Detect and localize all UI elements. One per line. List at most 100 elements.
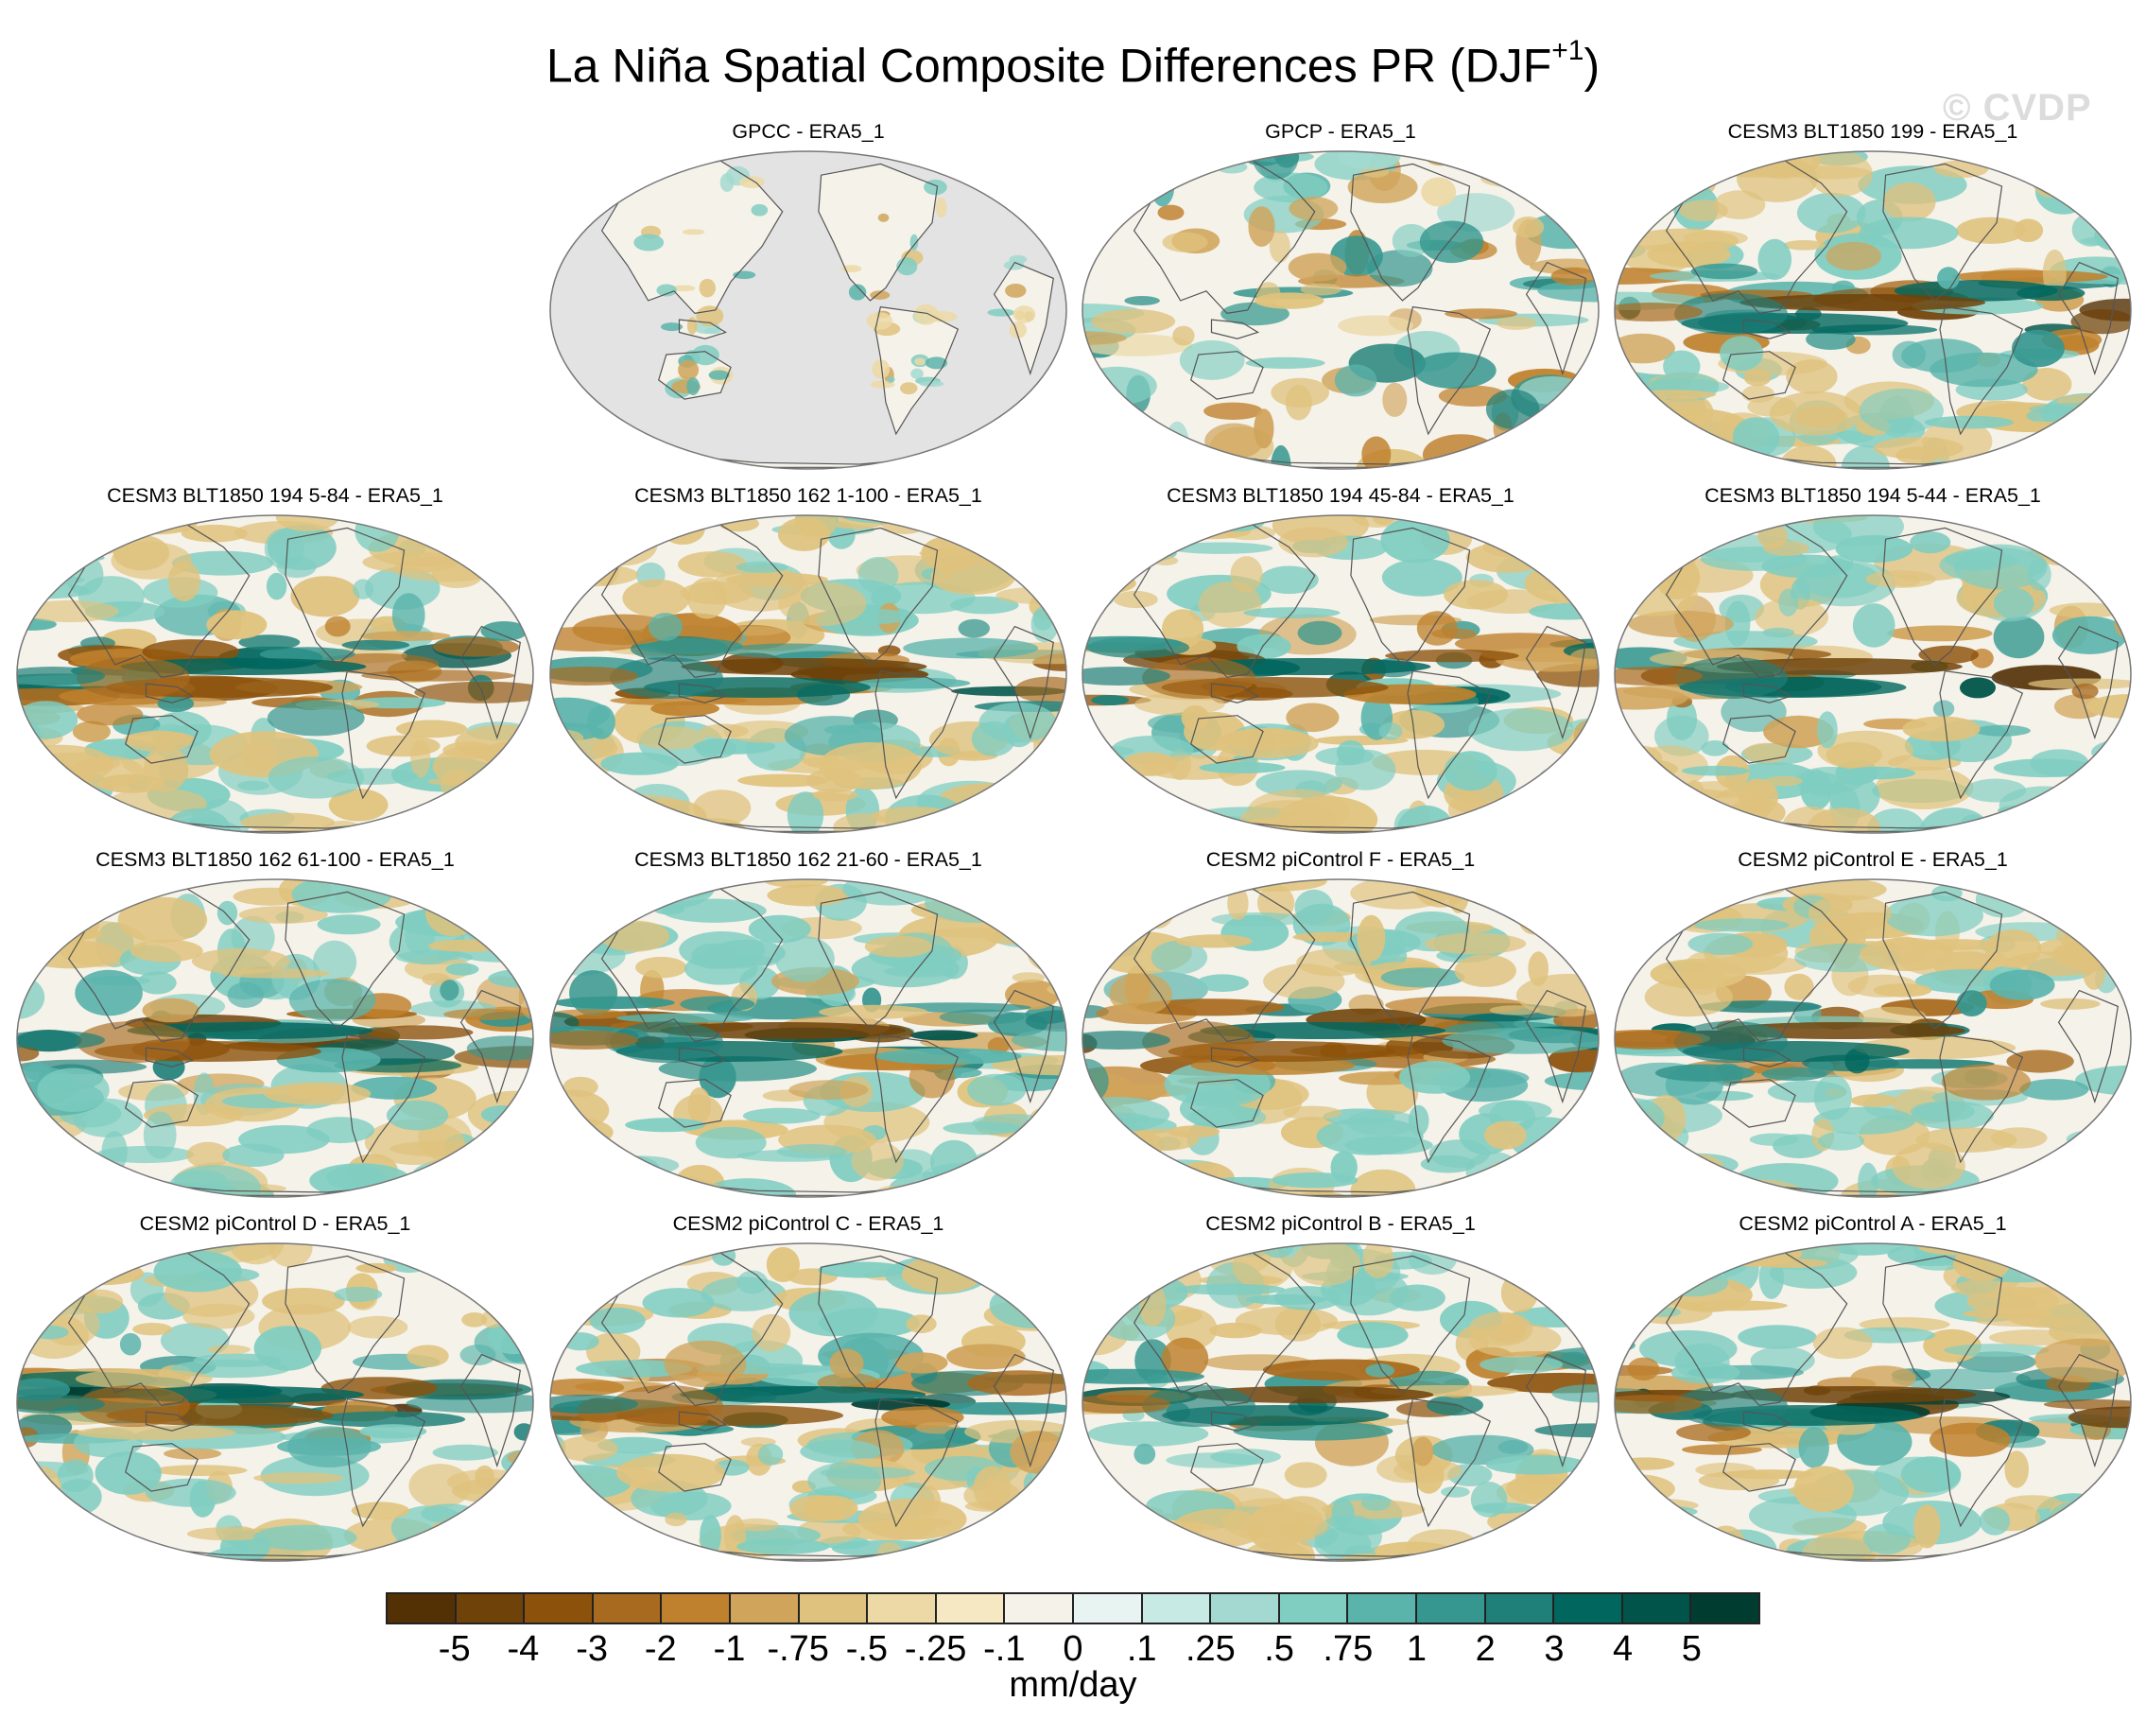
coastline-indonesia xyxy=(678,1411,728,1432)
colorbar-tick-label: -3 xyxy=(576,1629,608,1669)
coastline-samerica xyxy=(1939,1397,2024,1528)
coastline-samerica xyxy=(1939,1033,2024,1164)
globe-map xyxy=(16,1242,534,1562)
coastline-asia xyxy=(1133,886,1316,1043)
globe-map xyxy=(1614,878,2132,1198)
map-frame xyxy=(1082,514,1600,834)
panel-title: CESM2 piControl F - ERA5_1 xyxy=(1205,848,1476,871)
coastline-namerica xyxy=(285,1255,406,1394)
colorbar-tick-label: 2 xyxy=(1475,1629,1496,1669)
map-panel: GPCP - ERA5_1 xyxy=(1073,118,1608,477)
colorbar-tick-label: 3 xyxy=(1544,1629,1565,1669)
map-panel: CESM2 piControl C - ERA5_1 xyxy=(541,1210,1076,1570)
colorbar-swatch xyxy=(1005,1594,1074,1623)
coastline-asia xyxy=(600,886,784,1043)
colorbar-swatch xyxy=(868,1594,937,1623)
panel-title: CESM3 BLT1850 199 - ERA5_1 xyxy=(1727,120,2018,143)
map-frame xyxy=(1614,1242,2132,1562)
colorbar-swatch xyxy=(388,1594,457,1623)
coastline-australia xyxy=(1190,351,1264,400)
map-frame xyxy=(1082,1242,1600,1562)
colorbar-tick-label: -4 xyxy=(507,1629,540,1669)
coastline-australia xyxy=(125,1443,199,1492)
cvdp-watermark: © CVDP xyxy=(1943,87,2092,129)
coastline-australia xyxy=(658,1443,732,1492)
colorbar-swatch xyxy=(456,1594,526,1623)
coastline-africa xyxy=(459,625,521,740)
map-frame xyxy=(1082,878,1600,1198)
coastline-samerica xyxy=(341,1033,426,1164)
coastline-africa xyxy=(459,989,521,1104)
map-panel: GPCC - ERA5_1 xyxy=(541,118,1076,477)
colorbar-tick-label: -2 xyxy=(644,1629,677,1669)
coastline-indonesia xyxy=(145,1411,195,1432)
colorbar-swatch xyxy=(799,1594,869,1623)
equatorial-band-north xyxy=(681,658,927,675)
coastline-africa xyxy=(2057,989,2119,1104)
coastline-indonesia xyxy=(1742,1047,1792,1068)
panel-title: CESM3 BLT1850 162 21-60 - ERA5_1 xyxy=(634,848,982,871)
coastline-samerica xyxy=(341,1397,426,1528)
coastline-indonesia xyxy=(1210,319,1260,339)
coastline-samerica xyxy=(1407,1033,1492,1164)
colorbar-tick-label: .5 xyxy=(1264,1629,1294,1669)
panel-title: CESM3 BLT1850 162 61-100 - ERA5_1 xyxy=(95,848,455,871)
coastline-samerica xyxy=(874,669,960,800)
coastline-namerica xyxy=(1350,527,1471,666)
colorbar-units: mm/day xyxy=(1009,1665,1137,1705)
coastline-asia xyxy=(1665,1250,1848,1407)
map-panel: CESM3 BLT1850 194 5-44 - ERA5_1 xyxy=(1605,482,2140,842)
coastline-namerica xyxy=(285,527,406,666)
colorbar-swatch xyxy=(1211,1594,1280,1623)
map-panel: CESM2 piControl A - ERA5_1 xyxy=(1605,1210,2140,1570)
map-frame xyxy=(16,878,534,1198)
map-frame xyxy=(1614,514,2132,834)
colorbar-tick-label: .25 xyxy=(1185,1629,1236,1669)
coastline-asia xyxy=(600,1250,784,1407)
coastlines xyxy=(600,158,1054,468)
map-frame xyxy=(549,514,1067,834)
colorbar-tick-label: .1 xyxy=(1126,1629,1157,1669)
colorbar-swatch xyxy=(662,1594,731,1623)
colorbar-swatch xyxy=(1485,1594,1555,1623)
map-panel: CESM3 BLT1850 194 45-84 - ERA5_1 xyxy=(1073,482,1608,842)
globe-map xyxy=(549,150,1067,470)
coastline-africa xyxy=(459,1353,521,1468)
coastline-asia xyxy=(1133,522,1316,679)
globe-map xyxy=(1082,1242,1600,1562)
globe-map xyxy=(1614,150,2132,470)
colorbar-swatch xyxy=(1142,1594,1212,1623)
coastline-samerica xyxy=(1407,305,1492,436)
coastline-indonesia xyxy=(1742,319,1792,339)
globe-map xyxy=(549,514,1067,834)
coastline-namerica xyxy=(1350,163,1471,302)
map-panel: CESM2 piControl E - ERA5_1 xyxy=(1605,846,2140,1206)
figure-title: La Niña Spatial Composite Differences PR… xyxy=(545,35,1601,93)
coastline-australia xyxy=(125,715,199,764)
map-frame xyxy=(549,150,1067,470)
colorbar-tick-label: -.25 xyxy=(904,1629,967,1669)
coastline-indonesia xyxy=(1742,683,1792,703)
equatorial-band-north xyxy=(680,1386,926,1403)
colorbar-swatch xyxy=(525,1594,594,1623)
colorbar-tick-label: -5 xyxy=(438,1629,471,1669)
globe-map xyxy=(549,1242,1067,1562)
map-panel: CESM3 BLT1850 194 5-84 - ERA5_1 xyxy=(8,482,543,842)
colorbar xyxy=(386,1592,1760,1624)
coastline-africa xyxy=(2057,625,2119,740)
coastline-asia xyxy=(67,886,251,1043)
coastline-namerica xyxy=(1882,163,2003,302)
globe-map xyxy=(1082,878,1600,1198)
coastline-samerica xyxy=(1407,669,1492,800)
coastline-indonesia xyxy=(678,1047,728,1068)
panel-title: CESM2 piControl A - ERA5_1 xyxy=(1739,1212,2007,1235)
coastline-africa xyxy=(2057,1353,2119,1468)
coastline-namerica xyxy=(1350,891,1471,1030)
coastline-samerica xyxy=(1407,1397,1492,1528)
coastline-samerica xyxy=(341,669,426,800)
coastline-indonesia xyxy=(678,683,728,703)
coastline-indonesia xyxy=(1210,683,1260,703)
anomaly-field xyxy=(550,515,1066,833)
colorbar-swatch xyxy=(1348,1594,1417,1623)
coastline-africa xyxy=(1525,1353,1586,1468)
